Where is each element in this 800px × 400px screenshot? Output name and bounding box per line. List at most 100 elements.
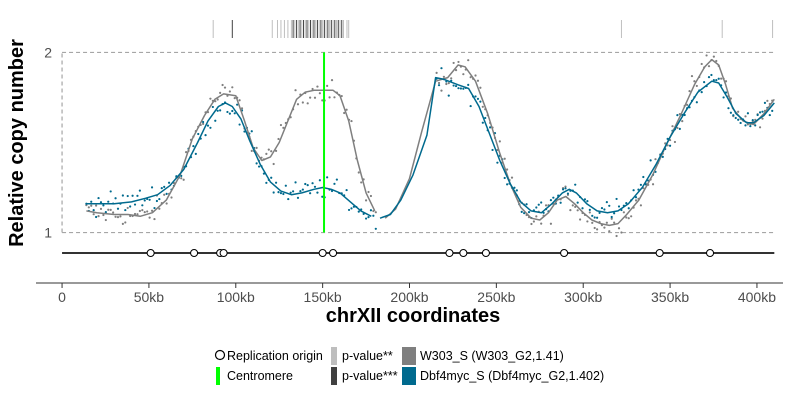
data-point — [129, 205, 132, 208]
data-point — [627, 207, 630, 210]
data-point — [133, 203, 137, 206]
data-point — [746, 112, 750, 115]
data-point — [328, 96, 331, 99]
data-point — [99, 207, 103, 210]
data-point — [651, 183, 655, 186]
legend-key-centromere — [216, 367, 220, 385]
data-point — [678, 127, 681, 130]
data-point — [304, 182, 307, 186]
data-point — [549, 222, 553, 225]
data-point — [282, 126, 285, 129]
data-point — [364, 199, 368, 202]
data-point — [360, 181, 363, 184]
data-point — [138, 209, 141, 213]
data-point — [294, 181, 297, 184]
data-point — [313, 96, 317, 99]
data-point — [707, 76, 711, 79]
legend-key-series — [402, 347, 416, 365]
data-point — [435, 71, 438, 74]
series-line-0 — [384, 58, 775, 227]
data-point — [92, 213, 95, 216]
data-point — [223, 86, 227, 89]
data-point — [581, 207, 584, 210]
data-point — [459, 87, 463, 90]
data-point — [124, 221, 127, 224]
data-point — [491, 148, 494, 152]
data-point — [333, 96, 336, 99]
data-point — [274, 181, 278, 184]
data-point — [257, 165, 261, 168]
data-point — [126, 206, 129, 210]
data-point — [158, 197, 161, 201]
data-point — [576, 209, 579, 212]
data-point — [333, 182, 336, 185]
data-point — [306, 184, 309, 187]
data-point — [561, 188, 565, 191]
data-point — [712, 78, 715, 82]
axes: 0 50kb 100kb 150kb 200kb 250kb 300kb 350kb 400kb… — [36, 44, 783, 305]
data-point — [756, 113, 759, 117]
data-point — [705, 54, 708, 57]
data-point — [727, 107, 730, 110]
data-point — [583, 198, 587, 201]
replication-origin — [146, 249, 155, 257]
data-point — [717, 77, 720, 80]
data-point — [216, 98, 219, 101]
replication-origin — [481, 249, 490, 257]
x-tick-label: 250kb — [477, 289, 515, 305]
data-point — [150, 186, 154, 189]
data-point — [102, 213, 105, 217]
data-point — [124, 208, 127, 212]
data-point — [474, 74, 477, 77]
data-point — [527, 211, 531, 214]
data-point — [498, 140, 501, 143]
scatter-points — [85, 54, 774, 238]
data-point — [296, 196, 300, 199]
data-point — [751, 119, 754, 122]
data-point — [452, 84, 455, 87]
data-point — [610, 217, 613, 220]
y-axis-title: Relative copy number — [6, 39, 28, 247]
data-point — [279, 123, 283, 127]
data-point — [761, 117, 764, 120]
data-point — [489, 126, 492, 129]
data-point — [112, 211, 115, 214]
data-point — [513, 186, 516, 189]
data-point — [160, 187, 163, 190]
data-point — [233, 112, 236, 115]
x-tick-label: 350kb — [651, 289, 689, 305]
data-point — [165, 192, 168, 195]
data-point — [306, 102, 309, 105]
data-point — [158, 207, 161, 210]
legend-key-pvalue — [331, 367, 337, 385]
data-point — [481, 121, 484, 124]
data-point — [141, 209, 144, 212]
data-point — [744, 115, 747, 118]
data-point — [236, 103, 239, 106]
data-point — [763, 101, 767, 104]
data-point — [613, 221, 616, 224]
x-axis-title: chrXII coordinates — [326, 305, 501, 327]
data-point — [668, 144, 672, 147]
data-point — [231, 86, 234, 89]
data-point — [167, 181, 171, 184]
data-point — [520, 210, 523, 213]
data-point — [481, 105, 484, 108]
data-point — [107, 200, 110, 203]
data-point — [605, 221, 608, 224]
data-point — [700, 62, 703, 66]
data-point — [634, 199, 638, 202]
data-point — [617, 227, 621, 230]
data-point — [758, 111, 762, 114]
data-point — [372, 214, 375, 217]
data-point — [114, 197, 117, 200]
data-point — [476, 97, 480, 100]
data-point — [603, 226, 606, 229]
data-point — [605, 201, 608, 204]
data-point — [209, 97, 212, 100]
data-point — [330, 79, 334, 82]
data-point — [311, 182, 314, 185]
x-tick-label: 300kb — [564, 289, 602, 305]
data-point — [255, 162, 258, 165]
data-point — [109, 190, 112, 193]
